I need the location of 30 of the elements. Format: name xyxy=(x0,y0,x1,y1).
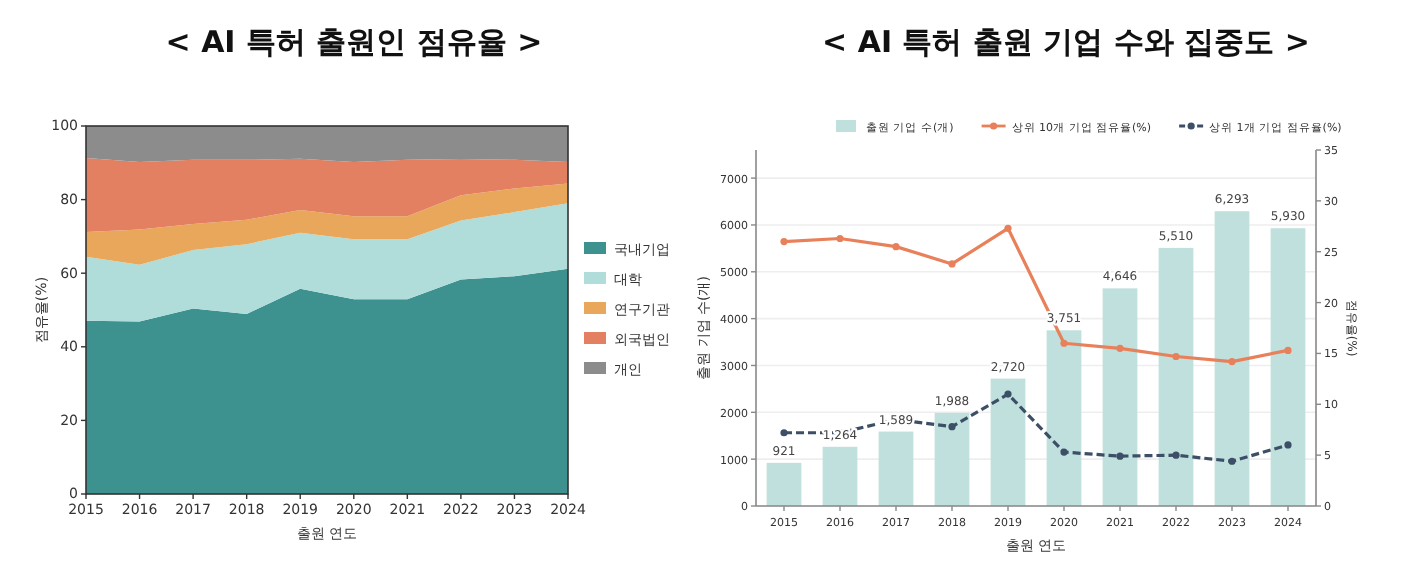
point xyxy=(780,237,788,246)
chart-title: < AI 특허 출원인 점유율 > xyxy=(165,24,543,60)
bar xyxy=(878,431,914,506)
bar xyxy=(934,412,970,506)
bar xyxy=(1270,228,1306,506)
point xyxy=(836,234,844,243)
point xyxy=(1172,451,1180,459)
point xyxy=(1228,357,1236,366)
point xyxy=(780,429,788,437)
point xyxy=(1172,352,1180,361)
point xyxy=(1004,390,1012,398)
bar xyxy=(1214,211,1250,506)
point xyxy=(1284,441,1292,449)
point xyxy=(1116,452,1124,460)
bar xyxy=(822,446,858,506)
point xyxy=(948,260,956,268)
point xyxy=(1116,344,1124,352)
point xyxy=(1228,457,1236,465)
bar xyxy=(990,378,1026,506)
point xyxy=(1060,448,1068,456)
point xyxy=(1060,339,1068,347)
bar xyxy=(1046,330,1082,506)
chart-title: < AI 특허 출원 기업 수와 집중도 > xyxy=(822,24,1310,60)
bar xyxy=(1102,288,1138,506)
point xyxy=(948,423,956,431)
point xyxy=(892,243,900,251)
bar xyxy=(1158,247,1194,506)
point xyxy=(1284,346,1292,354)
bar xyxy=(766,462,802,506)
point xyxy=(1004,224,1012,232)
